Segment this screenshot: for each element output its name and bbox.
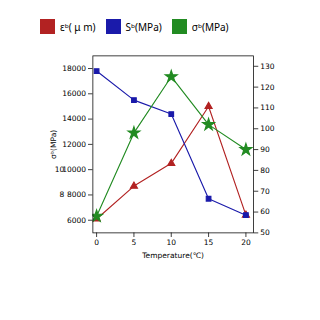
html-text:Sᵇ(MPa): Sᵇ(MPa) bbox=[125, 19, 162, 34]
svg-text:6000: 6000 bbox=[67, 216, 86, 225]
html-text:εᵇ( μ m): εᵇ( μ m) bbox=[60, 19, 96, 34]
svg-text:0: 0 bbox=[94, 238, 99, 247]
svg-text:130: 130 bbox=[260, 62, 275, 71]
svg-text:120: 120 bbox=[260, 83, 275, 92]
svg-text:18000: 18000 bbox=[62, 64, 86, 73]
svg-text:Temperature(℃): Temperature(℃) bbox=[141, 251, 204, 260]
svg-text:12000: 12000 bbox=[62, 140, 86, 149]
svg-text:20: 20 bbox=[241, 238, 251, 247]
svg-text:15: 15 bbox=[204, 238, 214, 247]
svg-text:14000: 14000 bbox=[62, 114, 86, 123]
svg-text:100: 100 bbox=[260, 124, 275, 133]
svg-text:8000: 8000 bbox=[67, 190, 86, 199]
svg-text:70: 70 bbox=[260, 187, 270, 196]
svg-text:90: 90 bbox=[260, 145, 270, 154]
svg-text:σᵇ(MPa): σᵇ(MPa) bbox=[49, 130, 58, 159]
svg-text:5: 5 bbox=[132, 238, 137, 247]
svg-text:110: 110 bbox=[260, 103, 275, 112]
svg-text:60: 60 bbox=[260, 207, 270, 216]
svg-text:50: 50 bbox=[260, 228, 270, 237]
svg-text:10: 10 bbox=[55, 165, 65, 174]
html-text:σᵇ(MPa): σᵇ(MPa) bbox=[191, 19, 229, 34]
svg-text:10: 10 bbox=[166, 238, 176, 247]
svg-text:10000: 10000 bbox=[62, 165, 86, 174]
svg-text:16000: 16000 bbox=[62, 89, 86, 98]
svg-text:8: 8 bbox=[60, 190, 65, 199]
svg-text:80: 80 bbox=[260, 166, 270, 175]
